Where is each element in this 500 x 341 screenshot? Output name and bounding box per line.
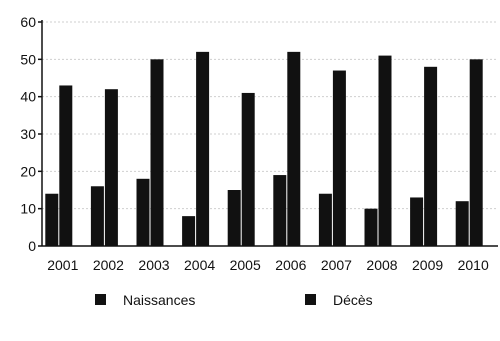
legend-swatch bbox=[95, 294, 106, 305]
bar-naissances-2001 bbox=[45, 193, 59, 246]
bar-deces-2006 bbox=[287, 51, 301, 246]
x-tick-label: 2010 bbox=[458, 257, 489, 273]
bar-deces-2005 bbox=[241, 92, 255, 246]
bar-naissances-2008 bbox=[364, 208, 378, 246]
y-tick-label: 30 bbox=[20, 126, 36, 142]
bar-deces-2008 bbox=[378, 55, 392, 246]
bar-naissances-2010 bbox=[455, 201, 469, 246]
bar-naissances-2005 bbox=[227, 190, 241, 246]
legend-label: Naissances bbox=[123, 292, 195, 308]
bars-layer bbox=[45, 51, 483, 247]
bar-naissances-2006 bbox=[273, 175, 287, 246]
y-tick-label: 20 bbox=[20, 163, 36, 179]
legend-label: Décès bbox=[333, 292, 373, 308]
bar-naissances-2004 bbox=[182, 216, 196, 246]
bar-naissances-2002 bbox=[90, 186, 104, 246]
bar-deces-2001 bbox=[59, 85, 73, 246]
bar-deces-2003 bbox=[150, 59, 164, 247]
bar-deces-2010 bbox=[469, 59, 483, 247]
bar-naissances-2009 bbox=[410, 197, 424, 246]
bar-deces-2002 bbox=[104, 89, 118, 246]
y-tick-label: 0 bbox=[28, 238, 36, 254]
x-tick-label: 2009 bbox=[412, 257, 443, 273]
legend-swatch bbox=[305, 294, 316, 305]
bar-naissances-2007 bbox=[318, 193, 332, 246]
x-tick-label: 2008 bbox=[366, 257, 397, 273]
labels-layer: 0 10 20 30 40 50 60 2001 2002 2003 2004 2005 2006 200… bbox=[20, 14, 489, 273]
x-tick-label: 2005 bbox=[230, 257, 261, 273]
x-tick-label: 2002 bbox=[93, 257, 124, 273]
bar-deces-2007 bbox=[332, 70, 346, 247]
legend: Naissances Décès bbox=[95, 292, 373, 308]
x-tick-label: 2003 bbox=[138, 257, 169, 273]
bar-deces-2009 bbox=[424, 66, 438, 246]
bar-naissances-2003 bbox=[136, 178, 150, 246]
x-tick-label: 2006 bbox=[275, 257, 306, 273]
x-tick-label: 2007 bbox=[321, 257, 352, 273]
axes-layer bbox=[38, 20, 498, 247]
bar-deces-2004 bbox=[196, 51, 210, 246]
y-tick-label: 50 bbox=[20, 51, 36, 67]
y-tick-label: 60 bbox=[20, 14, 36, 30]
x-tick-label: 2004 bbox=[184, 257, 215, 273]
y-tick-label: 40 bbox=[20, 89, 36, 105]
y-tick-label: 10 bbox=[20, 201, 36, 217]
x-tick-label: 2001 bbox=[47, 257, 78, 273]
